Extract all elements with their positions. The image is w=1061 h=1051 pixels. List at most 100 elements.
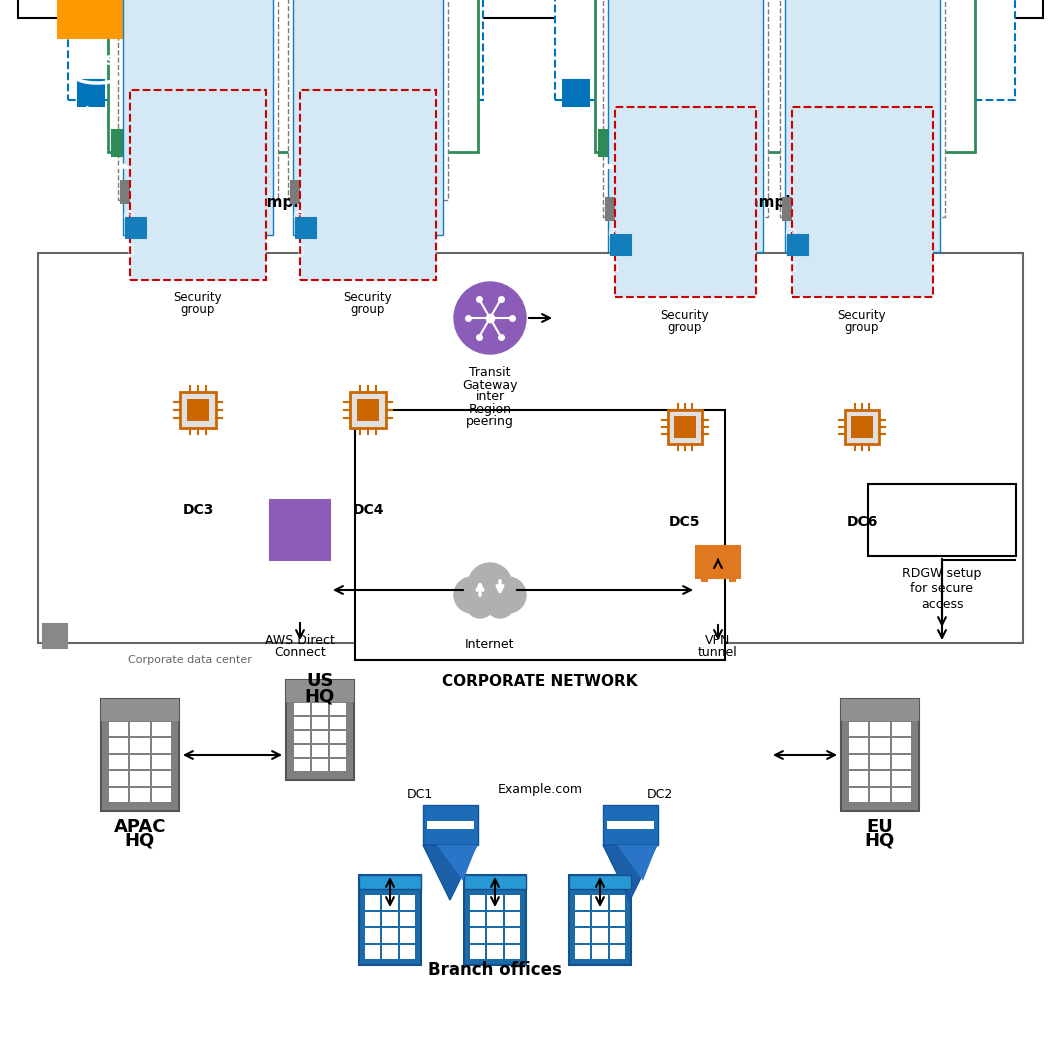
Text: DC1: DC1: [406, 788, 433, 802]
Text: VPN: VPN: [706, 634, 731, 646]
Bar: [505, 945, 520, 959]
Bar: [667, 410, 702, 445]
Bar: [615, 107, 756, 297]
Text: Gateway: Gateway: [463, 378, 518, 392]
Text: Private: Private: [174, 240, 212, 250]
Bar: [108, 0, 479, 152]
Bar: [610, 911, 625, 926]
Bar: [400, 895, 415, 909]
Bar: [785, 0, 940, 252]
Bar: [849, 787, 868, 802]
Bar: [109, 771, 128, 785]
Text: Example.com: Example.com: [498, 783, 582, 797]
Bar: [891, 787, 911, 802]
Text: Region: Region: [469, 403, 511, 415]
Bar: [606, 198, 628, 220]
Bar: [891, 739, 911, 753]
Bar: [101, 699, 179, 811]
Text: Private: Private: [659, 257, 697, 267]
Text: VPC: VPC: [173, 163, 197, 176]
Bar: [359, 875, 421, 965]
Bar: [79, 80, 104, 106]
Bar: [112, 130, 138, 156]
Bar: [293, 0, 443, 235]
Bar: [312, 745, 328, 757]
Bar: [849, 755, 868, 769]
Text: ⚑: ⚑: [564, 108, 580, 126]
Text: Zone: Zone: [163, 217, 192, 226]
Text: RDGW setup: RDGW setup: [902, 568, 981, 580]
Text: Internet: Internet: [466, 639, 515, 652]
Text: HQ: HQ: [305, 687, 335, 705]
Bar: [595, 0, 975, 152]
Text: Availability: Availability: [634, 222, 696, 232]
Bar: [152, 739, 171, 753]
Text: DC5: DC5: [669, 515, 700, 529]
Text: Availability: Availability: [147, 205, 209, 215]
Text: Private: Private: [835, 257, 874, 267]
Bar: [312, 759, 328, 771]
Bar: [312, 731, 328, 743]
Text: group: group: [845, 321, 880, 333]
Text: ☁: ☁: [601, 157, 615, 172]
Bar: [870, 755, 890, 769]
Bar: [312, 717, 328, 729]
Bar: [294, 731, 310, 743]
Text: access: access: [921, 598, 963, 611]
Bar: [849, 722, 868, 737]
Bar: [891, 722, 911, 737]
Text: 🔒: 🔒: [297, 245, 303, 255]
Text: ⊞: ⊞: [44, 650, 56, 664]
Polygon shape: [618, 845, 657, 881]
Text: Availability: Availability: [812, 222, 872, 232]
Bar: [783, 198, 805, 220]
Text: Private: Private: [344, 240, 383, 250]
Text: subnet: subnet: [836, 268, 874, 279]
Bar: [131, 722, 150, 737]
Bar: [891, 771, 911, 785]
Text: ⌔: ⌔: [290, 573, 311, 607]
Bar: [845, 410, 880, 445]
Bar: [350, 392, 386, 428]
Text: ⚑: ⚑: [83, 105, 99, 123]
Bar: [505, 911, 520, 926]
Text: Region: Region: [140, 112, 188, 126]
Bar: [68, 0, 483, 100]
Bar: [611, 235, 631, 255]
Polygon shape: [437, 845, 477, 881]
Bar: [382, 895, 398, 909]
Bar: [400, 945, 415, 959]
Circle shape: [486, 590, 514, 618]
Bar: [870, 787, 890, 802]
Text: 🔒: 🔒: [789, 262, 796, 272]
Bar: [400, 911, 415, 926]
Text: subnet: subnet: [659, 268, 697, 279]
Bar: [696, 547, 740, 578]
Bar: [400, 928, 415, 943]
Bar: [118, 0, 278, 200]
Bar: [569, 875, 631, 965]
Bar: [423, 805, 479, 845]
Text: HQ: HQ: [865, 832, 895, 850]
Bar: [505, 928, 520, 943]
Bar: [288, 0, 448, 200]
Text: Security: Security: [174, 291, 223, 305]
Bar: [675, 416, 696, 437]
Text: Connect: Connect: [274, 645, 326, 659]
Bar: [464, 875, 526, 965]
Bar: [505, 895, 520, 909]
Text: EU: EU: [867, 818, 893, 836]
Bar: [470, 911, 485, 926]
Text: 🔒: 🔒: [127, 245, 134, 255]
Bar: [487, 945, 503, 959]
Text: group: group: [667, 321, 702, 333]
Bar: [359, 875, 421, 889]
Bar: [330, 759, 346, 771]
Bar: [470, 928, 485, 943]
Circle shape: [468, 563, 512, 607]
Bar: [841, 699, 919, 721]
Bar: [126, 218, 146, 238]
Bar: [152, 787, 171, 802]
Text: US: US: [307, 672, 334, 691]
Bar: [109, 755, 128, 769]
